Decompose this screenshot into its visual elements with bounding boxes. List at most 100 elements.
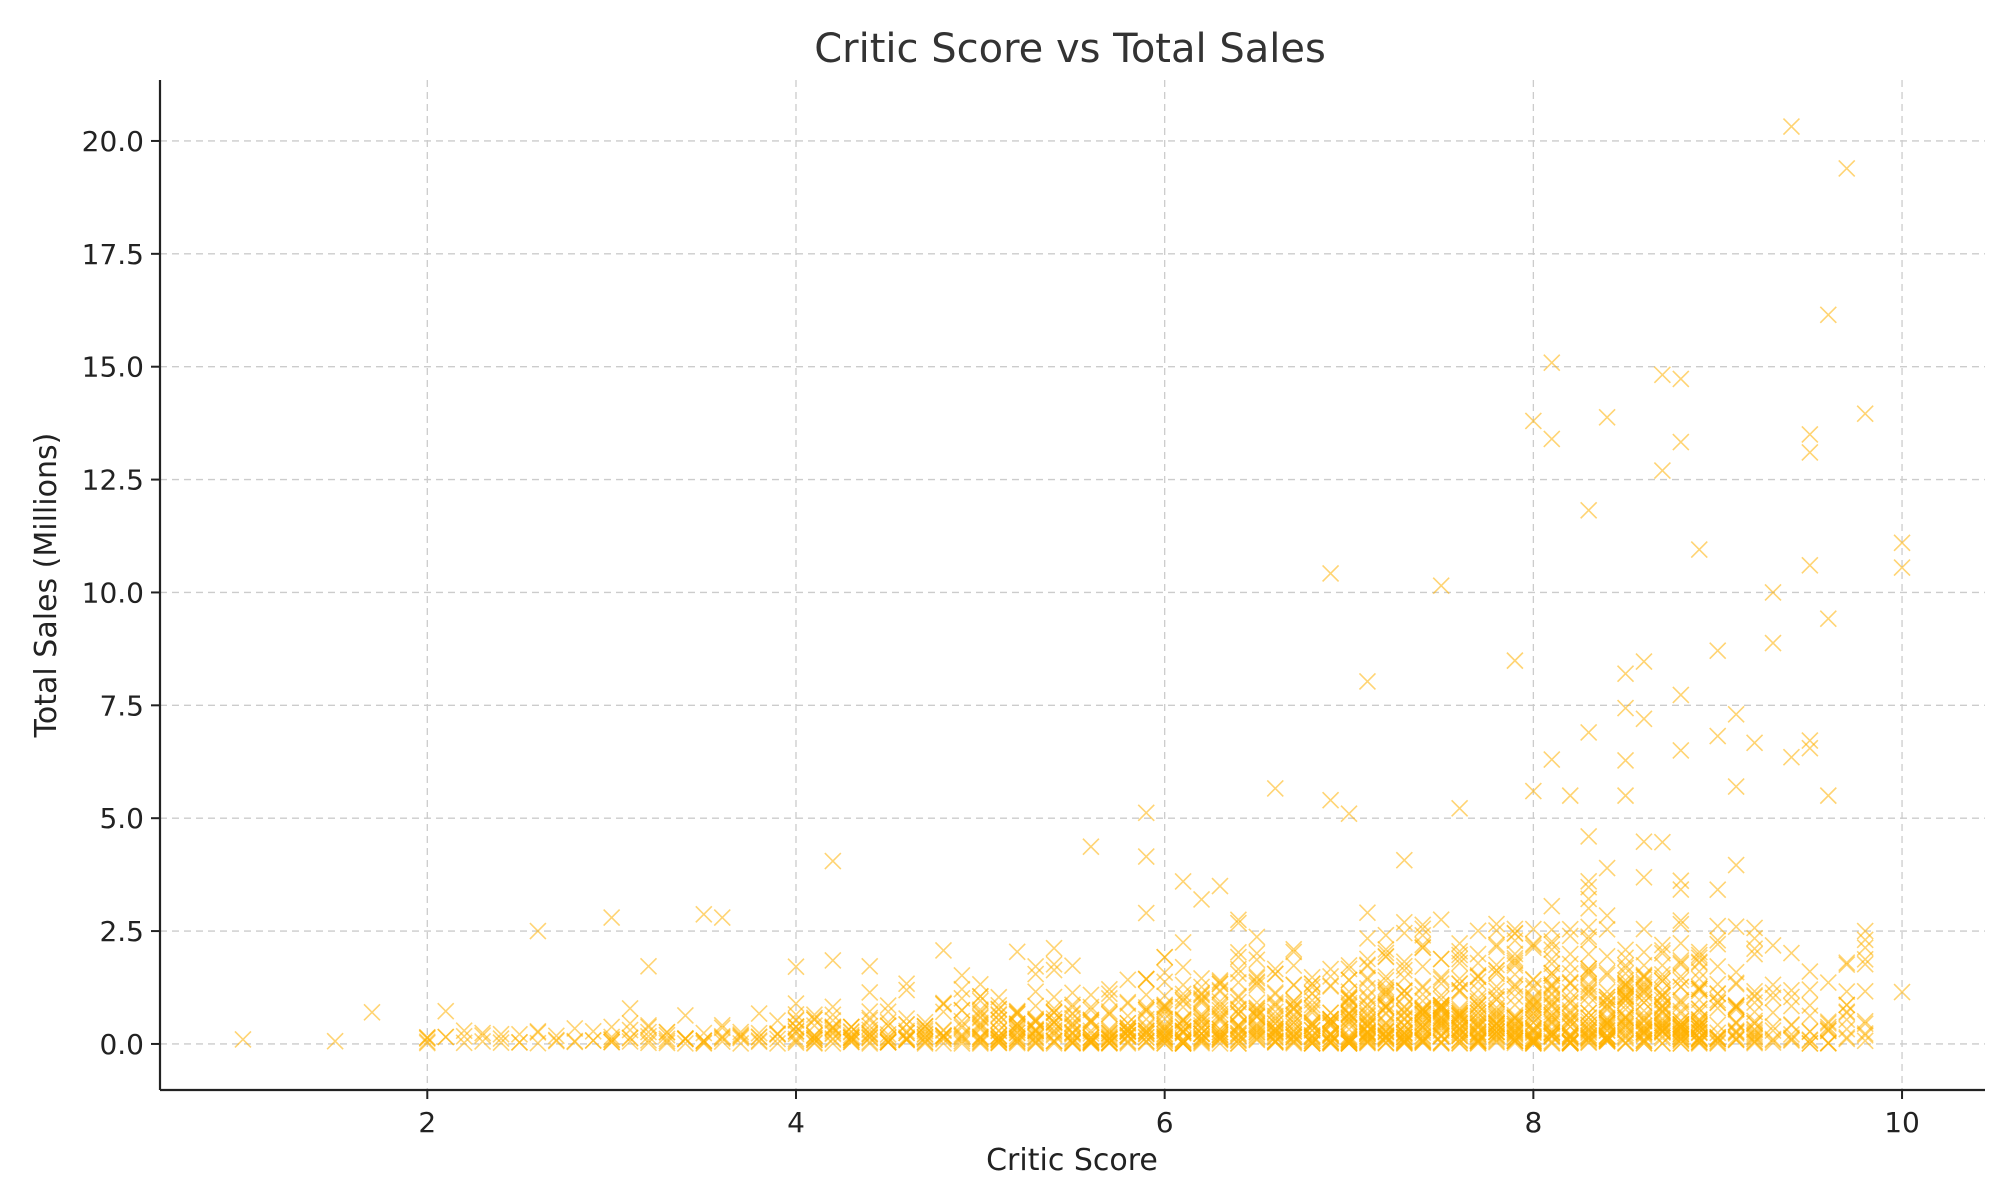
data-point [1598,1014,1616,1032]
data-point [1063,996,1082,1014]
data-point [1506,652,1524,670]
data-point [1137,1032,1155,1050]
data-point [1119,1026,1137,1044]
data-point [1377,1016,1395,1034]
data-point [1027,1031,1045,1050]
data-point [1211,1028,1229,1046]
axes [158,80,1985,1092]
data-point [1211,975,1229,993]
data-point [1082,1028,1100,1046]
data-point [1782,988,1801,1006]
data-point [1395,851,1413,869]
data-point [1358,950,1377,968]
data-point [1543,984,1561,1002]
data-point [1524,412,1542,430]
data-point [1801,996,1819,1014]
data-point [1580,872,1598,890]
data-point [971,1029,989,1047]
data-point [1561,1026,1579,1044]
data-point [1819,1021,1837,1040]
data-point [861,1002,879,1021]
data-point [1358,1031,1377,1049]
data-point [1746,1030,1764,1048]
data-point [1580,964,1598,982]
data-point [363,1003,381,1021]
data-point [455,1027,473,1045]
data-point [1414,936,1432,954]
data-point [1709,935,1727,953]
data-point [1672,1034,1690,1053]
data-point [676,1029,694,1047]
data-point [1801,739,1819,757]
data-point [529,922,547,940]
data-point [1727,705,1745,723]
data-point [1469,1008,1487,1026]
data-point [713,1028,731,1047]
data-point [1727,778,1745,796]
data-point [1340,1028,1358,1046]
data-point [824,1025,842,1043]
data-point [1598,996,1616,1014]
data-point [1580,987,1598,1005]
data-point [1469,1012,1487,1031]
data-point [1543,354,1561,372]
data-point [1580,978,1598,996]
data-point [1322,1010,1340,1028]
data-point [1137,998,1155,1017]
data-point [1653,1024,1671,1042]
data-point [1211,1026,1229,1044]
data-point [1764,583,1782,602]
data-point [1248,973,1266,991]
data-point [1045,955,1063,973]
data-point [1137,986,1155,1004]
data-point [879,1025,897,1044]
data-point [1690,954,1708,972]
data-point [1451,942,1469,960]
data-point [1782,1031,1801,1050]
data-point [1156,964,1174,982]
data-point [1672,1028,1690,1046]
data-point [1414,920,1432,938]
data-point [1266,960,1284,978]
data-point [1414,1005,1432,1023]
data-point [1709,727,1727,745]
data-point [1266,993,1284,1012]
data-point [1137,1028,1155,1047]
data-point [1229,914,1247,932]
data-point [1635,989,1653,1008]
data-point [1027,957,1045,976]
data-point [1377,948,1395,966]
data-point [1838,1028,1856,1046]
data-point [1414,1013,1432,1032]
y-tick-label: 15.0 [82,351,144,384]
data-point [1635,833,1653,851]
data-point [1100,1029,1118,1047]
data-point [1322,1026,1340,1044]
data-point [1174,872,1192,890]
data-point [566,1019,584,1038]
data-point [1414,979,1432,997]
data-point [1377,944,1395,962]
data-point [934,1030,953,1048]
data-point [953,1001,971,1020]
data-point [1819,610,1837,628]
data-point [1156,1032,1174,1050]
data-point [1598,947,1616,965]
x-tick-label: 6 [1156,1106,1174,1139]
data-point [1506,1008,1524,1026]
data-point [750,1028,768,1046]
data-point [1377,940,1395,958]
data-point [437,1028,455,1046]
data-point [1580,1028,1598,1046]
data-point [1727,1024,1745,1043]
data-point [898,1009,916,1028]
data-point [1653,972,1671,990]
data-point [971,1032,989,1050]
data-point [1174,989,1192,1007]
data-point [1451,983,1469,1001]
data-point [1100,985,1118,1003]
data-point [879,1029,897,1047]
chart-title: Critic Score vs Total Sales [814,26,1326,72]
data-point [1580,1022,1598,1040]
data-point [1856,405,1874,423]
